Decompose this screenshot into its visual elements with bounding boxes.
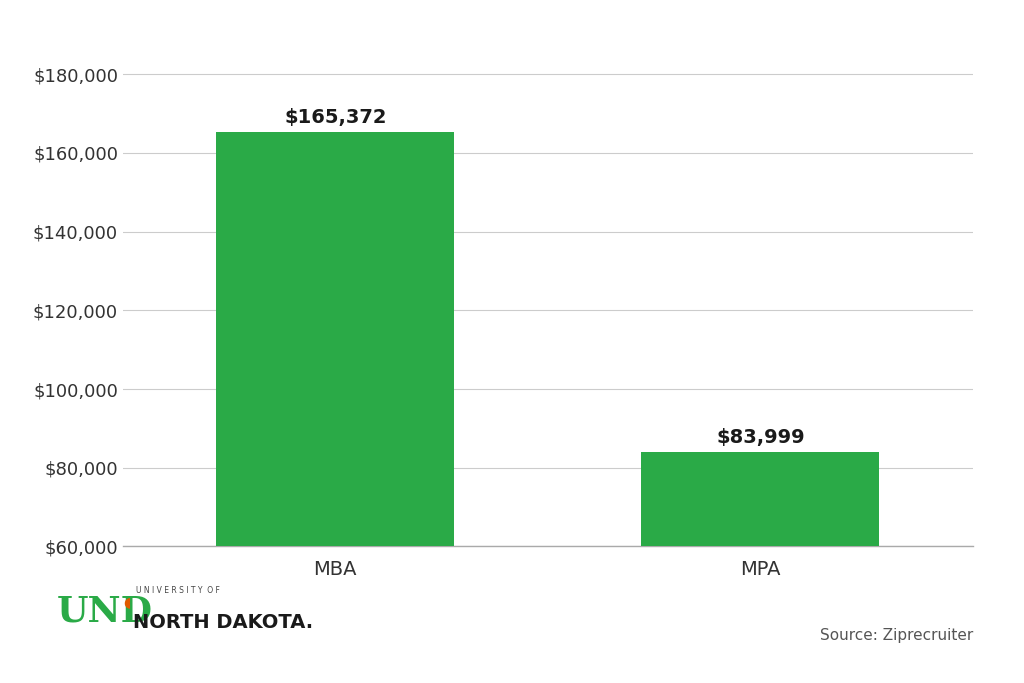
Text: UND: UND <box>56 594 153 628</box>
Text: ◖: ◖ <box>123 596 130 609</box>
Bar <box>641 452 880 683</box>
Text: $83,999: $83,999 <box>716 428 805 447</box>
Text: Source: Ziprecruiter: Source: Ziprecruiter <box>819 628 973 643</box>
Text: $165,372: $165,372 <box>284 108 387 127</box>
Bar <box>216 132 455 683</box>
Text: NORTH DAKOTA.: NORTH DAKOTA. <box>133 613 313 632</box>
Text: U N I V E R S I T Y  O F: U N I V E R S I T Y O F <box>136 586 220 596</box>
